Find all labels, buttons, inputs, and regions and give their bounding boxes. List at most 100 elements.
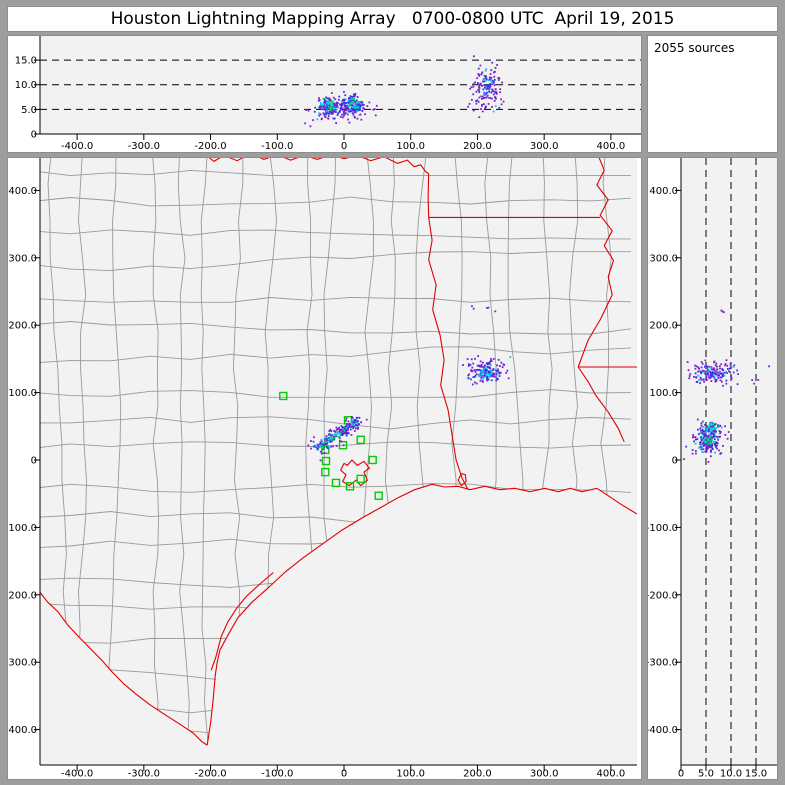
source-point — [356, 96, 359, 98]
source-point — [719, 431, 722, 433]
source-point — [358, 101, 361, 104]
y-tick-label: 100.0 — [649, 388, 678, 399]
source-point — [715, 374, 718, 377]
source-point — [722, 372, 725, 374]
source-point — [695, 365, 698, 368]
source-point — [345, 417, 348, 420]
source-point — [343, 114, 345, 117]
source-point — [333, 430, 336, 432]
source-point — [318, 446, 321, 449]
source-point — [341, 99, 344, 102]
source-point — [375, 104, 378, 107]
source-point — [719, 432, 721, 435]
source-point — [344, 98, 346, 101]
source-point — [340, 104, 343, 107]
source-point — [319, 450, 322, 453]
source-point — [700, 422, 703, 425]
source-point — [354, 425, 357, 428]
source-point — [374, 114, 377, 117]
source-point — [327, 440, 329, 443]
source-point — [494, 96, 497, 99]
source-point — [689, 373, 692, 375]
source-point — [491, 97, 493, 100]
source-point — [345, 419, 347, 422]
source-point — [694, 438, 697, 441]
source-point — [494, 97, 497, 100]
source-point — [492, 358, 495, 360]
source-point — [709, 434, 712, 437]
source-point — [707, 371, 710, 374]
source-point — [329, 107, 332, 110]
source-point — [354, 94, 357, 97]
source-point — [341, 108, 344, 111]
source-point — [726, 437, 729, 440]
source-point — [339, 103, 341, 106]
lma-station-marker — [368, 455, 377, 465]
county-line — [40, 389, 631, 398]
source-point — [466, 358, 469, 360]
source-point — [482, 368, 485, 370]
source-point — [322, 104, 325, 107]
source-point — [350, 98, 352, 101]
source-point — [349, 423, 351, 425]
source-point — [726, 368, 729, 370]
source-point — [331, 103, 333, 105]
source-point — [485, 68, 487, 71]
lma-stations — [279, 391, 383, 500]
plot-content — [40, 55, 641, 128]
source-point — [490, 372, 492, 375]
source-point — [499, 88, 502, 91]
source-point — [711, 436, 713, 439]
source-point — [704, 439, 707, 441]
source-point — [491, 61, 494, 64]
source-point — [715, 373, 717, 375]
source-point — [327, 112, 330, 115]
source-point — [350, 100, 353, 103]
source-point — [493, 99, 496, 102]
source-point — [333, 110, 336, 113]
source-point — [702, 444, 705, 447]
source-point — [503, 363, 505, 366]
source-point — [696, 418, 699, 421]
source-point — [494, 88, 497, 91]
source-point — [709, 455, 712, 458]
source-point — [706, 372, 708, 375]
source-point — [329, 111, 332, 114]
source-point — [368, 101, 371, 104]
source-point — [732, 371, 735, 374]
source-point — [496, 377, 498, 380]
source-point — [477, 368, 479, 371]
source-point — [484, 105, 487, 108]
source-point — [713, 372, 716, 375]
source-point — [478, 96, 481, 99]
source-point — [495, 372, 498, 375]
source-point — [494, 376, 497, 378]
source-point — [490, 358, 492, 360]
source-point — [472, 85, 475, 88]
source-point — [707, 461, 710, 463]
source-point — [495, 92, 498, 95]
source-point — [481, 103, 483, 106]
source-point — [347, 420, 350, 423]
source-point — [366, 105, 369, 108]
source-point — [357, 104, 360, 107]
source-point — [720, 380, 723, 383]
source-point — [350, 434, 353, 436]
source-point — [477, 67, 480, 70]
source-point — [491, 90, 494, 93]
source-point — [353, 419, 356, 421]
source-point — [352, 101, 355, 104]
source-point — [724, 433, 727, 436]
source-point — [352, 423, 355, 426]
y-tick-label: 0 — [31, 130, 37, 141]
source-point — [486, 378, 488, 381]
source-point — [726, 372, 728, 374]
source-point — [701, 371, 704, 374]
source-point — [478, 87, 481, 90]
source-point — [323, 108, 326, 111]
source-point — [480, 73, 483, 76]
source-point — [332, 104, 335, 107]
source-point — [346, 423, 348, 426]
source-point — [483, 74, 486, 77]
source-point — [468, 373, 470, 376]
